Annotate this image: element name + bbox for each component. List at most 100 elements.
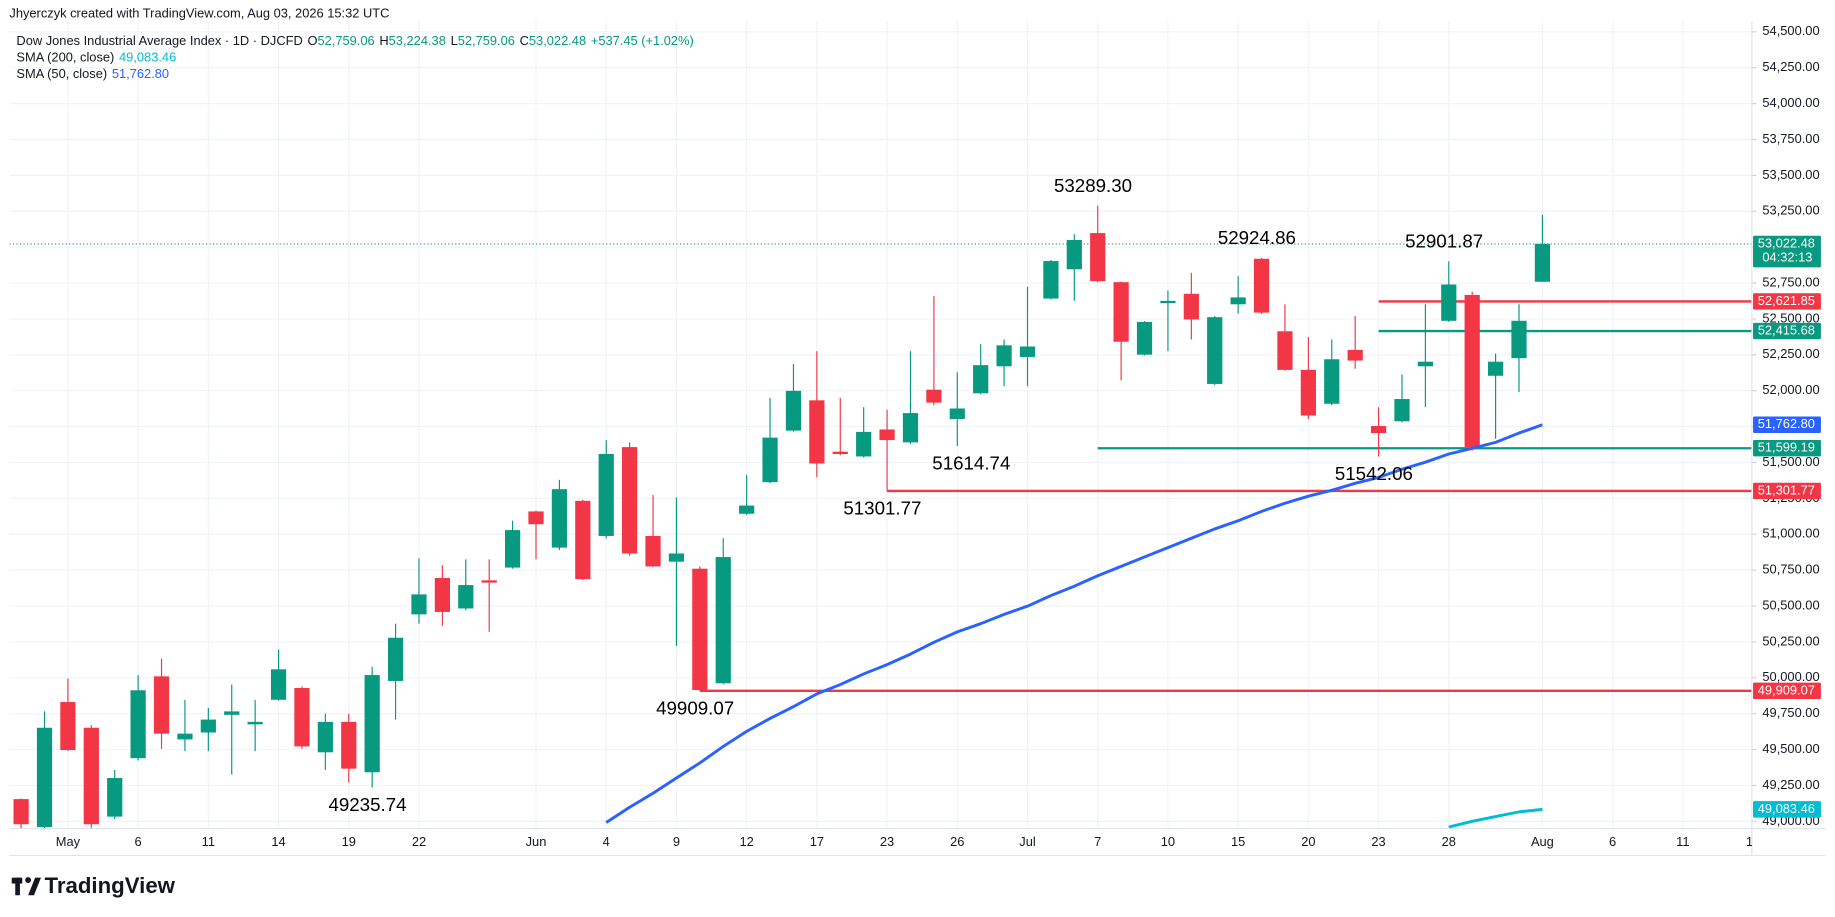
sma-line xyxy=(1448,807,1543,829)
candle-body xyxy=(809,400,825,464)
x-tick-label: 20 xyxy=(1301,834,1315,849)
x-tick-label: 11 xyxy=(202,834,215,849)
candle-body xyxy=(481,580,497,583)
candle-body xyxy=(996,345,1012,367)
y-tick-label: 53,250.00 xyxy=(1762,203,1819,218)
candle-body xyxy=(926,389,942,403)
x-tick-label: 14 xyxy=(271,834,285,849)
candle-body xyxy=(1136,321,1153,355)
candle-body xyxy=(762,437,778,483)
candle-body xyxy=(294,687,310,747)
x-tick-label: 12 xyxy=(739,834,753,849)
level-badge-bg xyxy=(1753,682,1821,700)
indicator-badge-bg xyxy=(1753,801,1821,818)
level-badge: 51,599.19 xyxy=(1758,440,1815,455)
y-tick-label: 54,500.00 xyxy=(1762,23,1819,38)
indicator-badge: 49,083.46 xyxy=(1758,801,1815,816)
x-tick-label: 10 xyxy=(1161,834,1175,849)
candle-body xyxy=(1277,331,1293,370)
y-tick-label: 54,000.00 xyxy=(1762,95,1819,110)
x-tick-label: 4 xyxy=(603,834,610,849)
candle-body xyxy=(715,557,731,684)
indicator-badge-bg xyxy=(1753,416,1821,433)
logo-icon xyxy=(15,877,20,896)
candle-body xyxy=(575,500,591,580)
candle-body xyxy=(36,727,53,828)
candle-body xyxy=(387,637,404,681)
change-value: +537.45 (+1.02%) xyxy=(591,34,694,49)
candle-body xyxy=(364,675,380,773)
candle-body xyxy=(879,429,895,441)
level-badge-bg xyxy=(1753,440,1821,457)
logo-icon xyxy=(28,877,41,896)
candle-body xyxy=(1183,293,1199,320)
x-tick-label: Jul xyxy=(1019,834,1035,849)
candle-body xyxy=(1207,317,1223,384)
x-tick-label: 17 xyxy=(810,834,824,849)
x-tick-label: 19 xyxy=(342,834,356,849)
indicator-legend: SMA (50, close) 51,762.80 xyxy=(16,66,169,81)
candle-body xyxy=(622,447,638,554)
candle-body xyxy=(224,711,240,715)
level-badge: 52,621.85 xyxy=(1758,293,1815,308)
x-tick-label: 23 xyxy=(1371,834,1385,849)
candle-body xyxy=(1370,426,1387,434)
x-tick-label: 22 xyxy=(412,834,426,849)
candle-body xyxy=(1417,361,1433,367)
candle-body xyxy=(130,690,146,759)
annotation: 52924.86 xyxy=(1218,227,1296,248)
annotation: 49235.74 xyxy=(328,794,406,815)
candle-body xyxy=(1253,258,1270,313)
candle-body xyxy=(973,365,989,394)
candle-body xyxy=(645,535,661,567)
attribution: Jhyerczyk created with TradingView.com, … xyxy=(9,5,389,20)
candle-body xyxy=(528,511,544,525)
candle-body xyxy=(1043,261,1059,299)
x-tick-label: 23 xyxy=(880,834,894,849)
candle-body xyxy=(668,553,685,562)
y-tick-label: 50,250.00 xyxy=(1762,633,1819,648)
low-label: L xyxy=(451,34,458,49)
high-value: 53,224.38 xyxy=(389,34,446,49)
y-tick-label: 52,250.00 xyxy=(1762,346,1819,361)
candle-body xyxy=(13,799,29,825)
x-tick-label: 28 xyxy=(1442,834,1456,849)
candle-body xyxy=(60,702,76,751)
candle-body xyxy=(153,676,170,734)
candle-body xyxy=(1300,369,1316,416)
candle-body xyxy=(785,390,802,431)
candle-body xyxy=(504,530,521,568)
level-badge: 49,909.07 xyxy=(1758,682,1815,697)
indicator-name: SMA (50, close) xyxy=(16,66,107,81)
level-badge-bg xyxy=(1753,293,1821,310)
y-tick-label: 52,750.00 xyxy=(1762,274,1819,289)
indicator-legend: SMA (200, close) 49,083.46 xyxy=(16,50,176,65)
legend: Dow Jones Industrial Average Index · 1D … xyxy=(16,34,693,82)
countdown: 04:32:13 xyxy=(1762,249,1812,264)
x-tick-label: 6 xyxy=(1609,834,1616,849)
logo-icon xyxy=(25,877,32,883)
grid xyxy=(9,21,1752,829)
indicator-badge: 51,762.80 xyxy=(1758,416,1815,431)
y-tick-label: 50,000.00 xyxy=(1762,669,1819,684)
candle-body xyxy=(1534,243,1551,282)
candle-body xyxy=(832,451,848,455)
y-tick-label: 54,250.00 xyxy=(1762,59,1819,74)
candle-body xyxy=(177,733,193,740)
candle-body xyxy=(341,721,357,769)
y-tick-label: 50,500.00 xyxy=(1762,597,1819,612)
level-badge: 51,301.77 xyxy=(1758,482,1815,497)
y-tick-label: 52,500.00 xyxy=(1762,310,1819,325)
candle-body xyxy=(1090,233,1106,282)
y-tick-label: 53,500.00 xyxy=(1762,167,1819,182)
last-price-badge-bg xyxy=(1753,235,1821,268)
candle-body xyxy=(434,578,450,612)
plot-area xyxy=(9,205,1752,829)
candle-body xyxy=(1113,282,1129,342)
logo: TradingView xyxy=(11,873,176,898)
x-tick-label: 26 xyxy=(950,834,964,849)
x-tick-label: 6 xyxy=(135,834,142,849)
annotation: 51542.06 xyxy=(1335,463,1413,484)
